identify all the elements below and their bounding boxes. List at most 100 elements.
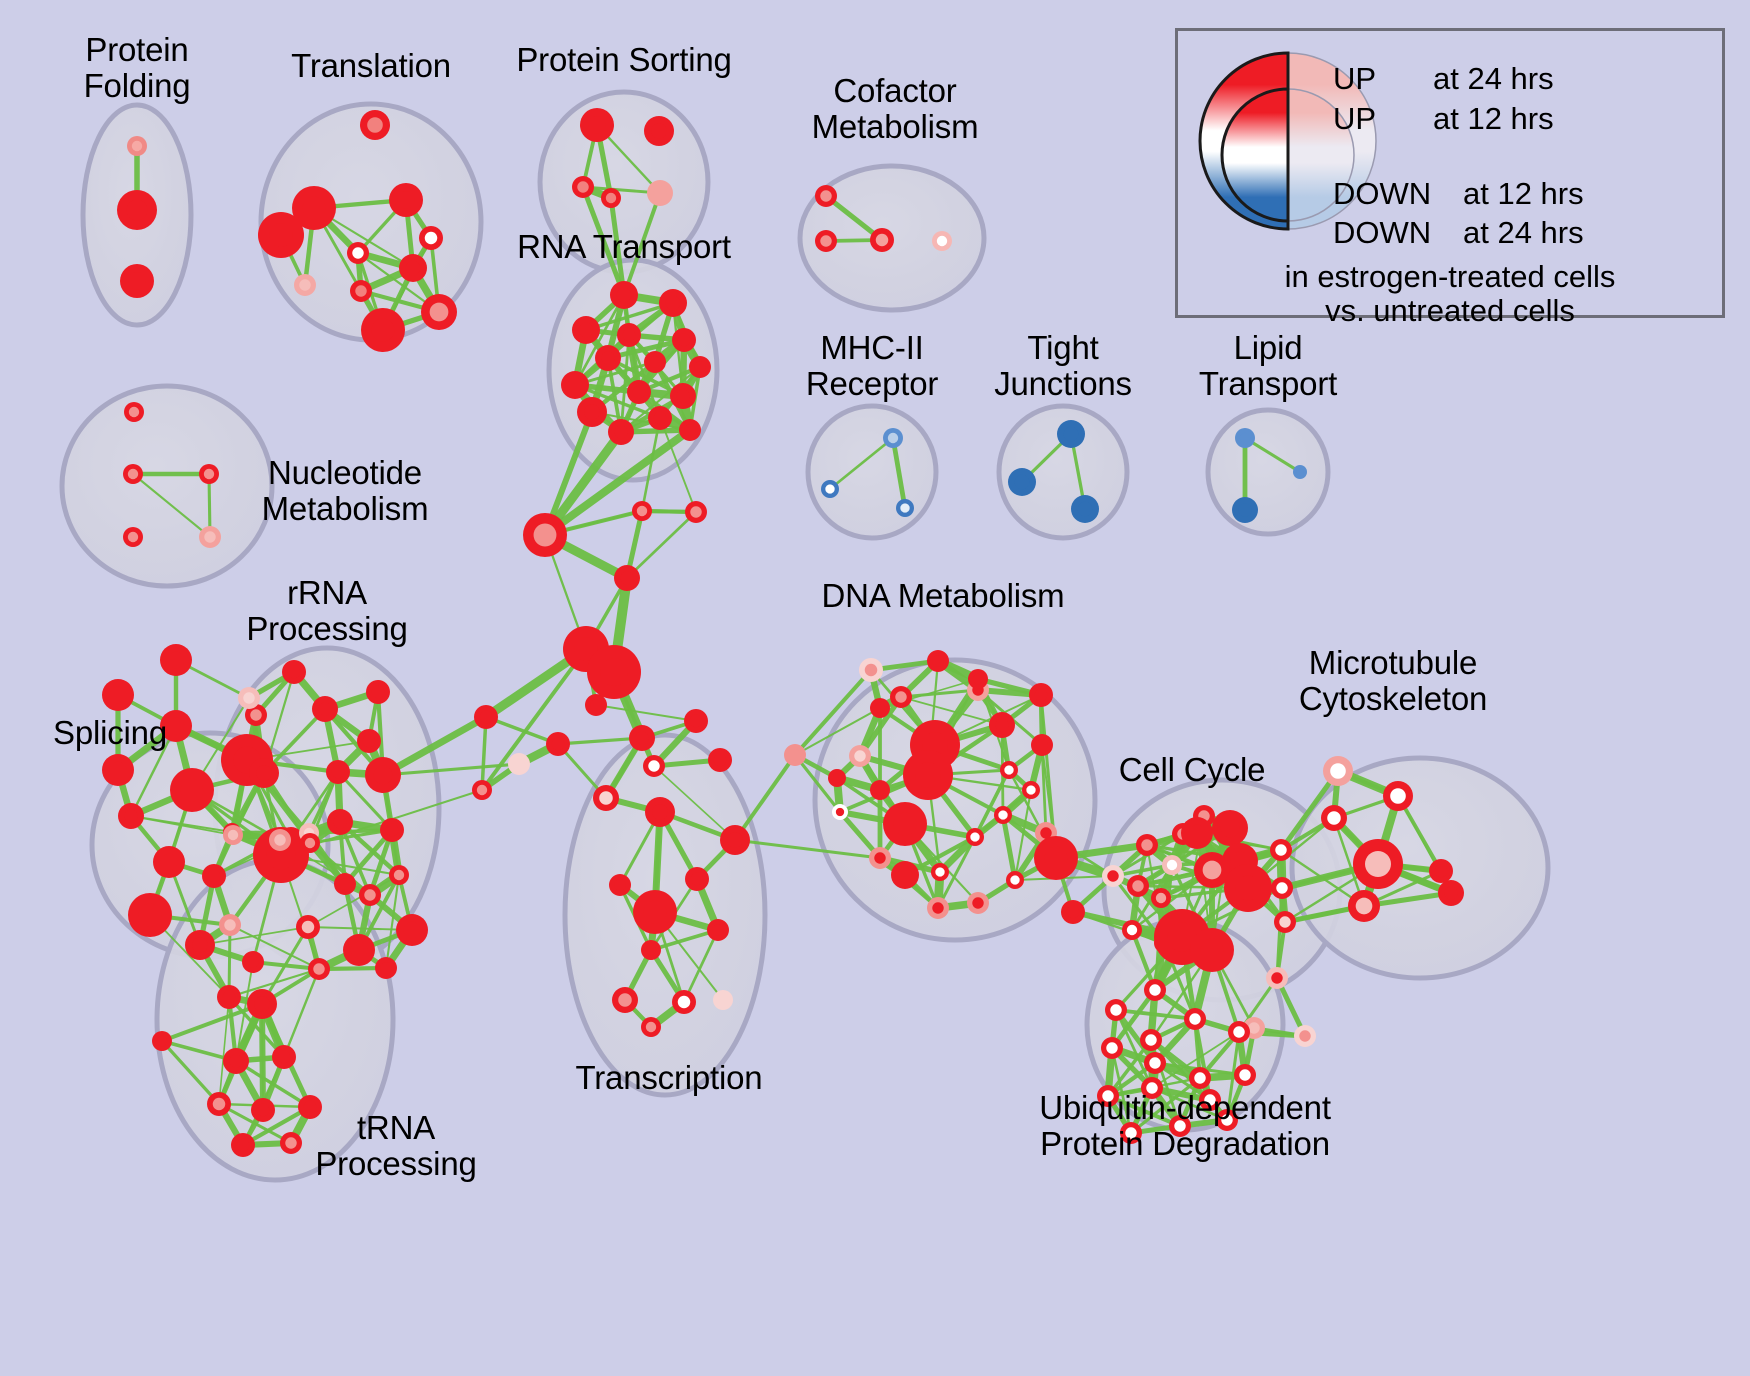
network-edge xyxy=(484,715,560,746)
network-edge xyxy=(649,928,720,952)
cluster-label-cofactor: Cofactor Metabolism xyxy=(811,72,979,145)
network-edge xyxy=(1000,812,1018,883)
gene-node-inner xyxy=(299,279,311,291)
gene-node-inner xyxy=(476,784,488,796)
gene-node-inner xyxy=(124,809,138,823)
gene-node-inner xyxy=(1126,924,1138,936)
network-edge xyxy=(1110,1046,1133,1135)
gene-node-inner xyxy=(717,994,729,1006)
network-edge xyxy=(480,715,488,792)
gene-node-inner xyxy=(1202,860,1222,880)
gene-node-inner xyxy=(192,937,208,953)
gene-node-inner xyxy=(405,260,421,276)
gene-node-inner xyxy=(632,385,646,399)
gene-node-inner xyxy=(1174,1120,1186,1132)
gene-node-inner xyxy=(397,191,415,209)
gene-node-inner xyxy=(156,1035,168,1047)
gene-node-inner xyxy=(243,692,255,704)
gene-node-inner xyxy=(1110,1004,1122,1016)
gene-node-inner xyxy=(616,287,632,303)
network-edge xyxy=(1114,1008,1154,1090)
network-edge xyxy=(608,195,627,298)
network-edge xyxy=(1040,743,1048,835)
network-edge xyxy=(899,688,980,699)
network-edge xyxy=(653,765,736,841)
gene-node-inner xyxy=(915,762,941,788)
legend-state-3: DOWN xyxy=(1333,215,1432,250)
gene-node-inner xyxy=(864,663,878,677)
gene-node-inner xyxy=(207,869,221,883)
gene-node-inner xyxy=(677,333,691,347)
gene-node-inner xyxy=(652,804,668,820)
gene-node-inner xyxy=(854,750,866,762)
cluster-label-tight-junctions: Tight Junctions xyxy=(994,329,1132,402)
gene-node-inner xyxy=(1014,474,1030,490)
gene-node-inner xyxy=(1040,827,1052,839)
network-edge xyxy=(541,426,694,539)
network-edge xyxy=(1243,436,1302,474)
gene-node-inner xyxy=(584,404,600,420)
cluster-label-translation: Translation xyxy=(291,47,451,84)
gene-node-inner xyxy=(1248,1022,1260,1034)
gene-node-inner xyxy=(900,503,910,513)
network-edge xyxy=(793,706,882,757)
gene-node-inner xyxy=(126,199,148,221)
gene-node-inner xyxy=(998,810,1008,820)
network-edge xyxy=(227,995,286,1059)
gene-node-inner xyxy=(1434,864,1448,878)
gene-node-inner xyxy=(567,377,583,393)
network-edge xyxy=(619,365,702,434)
gene-node-inner xyxy=(1166,859,1178,871)
gene-node-inner xyxy=(127,531,139,543)
gene-node-inner xyxy=(302,196,326,220)
gene-node-inner xyxy=(167,651,185,669)
gene-node-inner xyxy=(599,657,629,687)
gene-node-inner xyxy=(318,702,332,716)
network-edge xyxy=(733,753,797,842)
gene-node-inner xyxy=(429,302,449,322)
gene-node-inner xyxy=(820,235,832,247)
gene-node-inner xyxy=(304,837,316,849)
cluster-label-protein-folding: Protein Folding xyxy=(83,31,191,104)
network-edge xyxy=(595,704,697,722)
gene-node-inner xyxy=(645,944,657,956)
gene-node-inner xyxy=(677,995,691,1009)
legend-box: UP at 24 hrs UP at 12 hrs DOWN at 12 hrs… xyxy=(1175,28,1725,328)
network-edge xyxy=(1151,1031,1240,1089)
network-edge xyxy=(308,841,372,897)
gene-node-inner xyxy=(932,902,944,914)
cluster-label-protein-sorting: Protein Sorting xyxy=(516,41,732,78)
gene-node-inner xyxy=(339,878,351,890)
gene-node-inner xyxy=(1239,1069,1251,1081)
gene-node-inner xyxy=(224,919,236,931)
cluster-label-trna-processing: tRNA Processing xyxy=(315,1109,477,1182)
gene-node-inner xyxy=(1036,739,1048,751)
network-edge xyxy=(227,923,232,999)
gene-node-inner xyxy=(227,829,239,841)
gene-node-inner xyxy=(1026,785,1036,795)
gene-node-inner xyxy=(832,773,842,783)
cluster-label-rna-transport: RNA Transport xyxy=(517,228,731,265)
gene-node-inner xyxy=(127,468,139,480)
gene-node-inner xyxy=(180,778,204,802)
gene-node-inner xyxy=(590,699,602,711)
network-edge xyxy=(973,768,1011,839)
gene-node-inner xyxy=(1233,1026,1245,1038)
gene-node-inner xyxy=(1365,851,1391,877)
cluster-label-microtubule: Microtubule Cytoskeleton xyxy=(1298,644,1488,717)
gene-node-inner xyxy=(109,686,127,704)
gene-node-inner xyxy=(287,665,301,679)
gene-node-inner xyxy=(970,832,980,842)
gene-node-inner xyxy=(649,356,661,368)
gene-node-inner xyxy=(893,812,917,836)
gene-node-inner xyxy=(622,328,636,342)
gene-node-inner xyxy=(1063,426,1079,442)
network-edge xyxy=(573,293,626,387)
gene-node-inner xyxy=(367,117,383,133)
gene-node-inner xyxy=(1327,811,1341,825)
gene-node-inner xyxy=(789,749,801,761)
gene-node-inner xyxy=(694,361,706,373)
gene-node-inner xyxy=(1146,1082,1158,1094)
